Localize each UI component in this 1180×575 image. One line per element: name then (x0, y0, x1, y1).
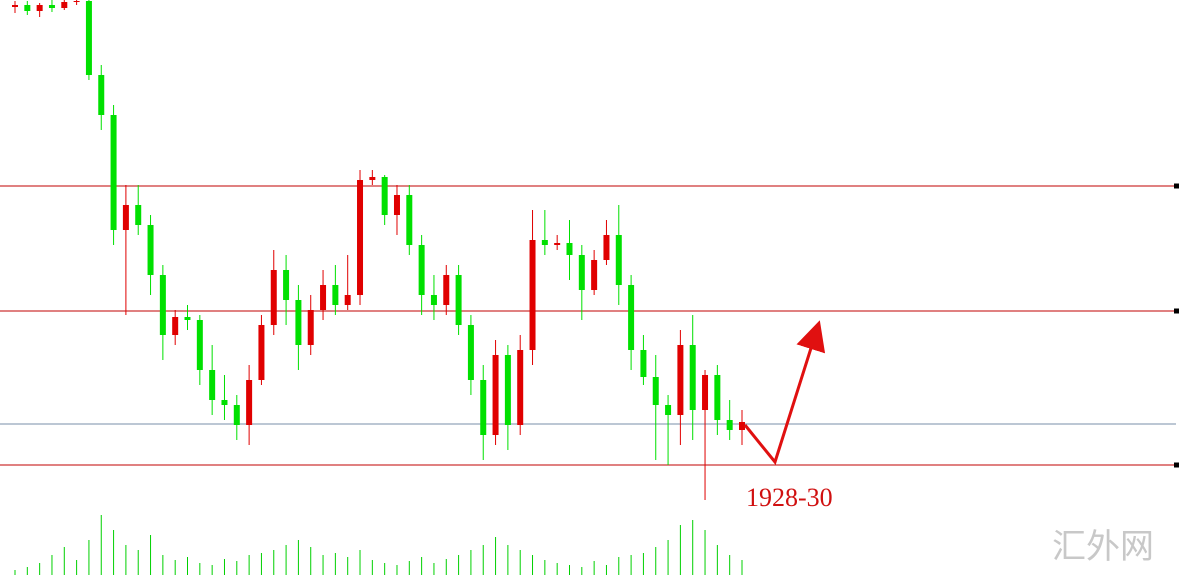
candle-body (443, 275, 450, 305)
candle-body (184, 317, 191, 320)
candle-body (566, 243, 573, 255)
candle-body (726, 420, 733, 430)
candle-body (480, 380, 487, 435)
candle-body (61, 2, 68, 8)
candle-body (320, 285, 327, 310)
candle-body (344, 295, 351, 305)
candle-body (467, 325, 474, 380)
candle-body (541, 240, 548, 245)
candle-body (73, 0, 80, 2)
candle-body (430, 295, 437, 305)
levels (0, 183, 1179, 468)
candle-body (209, 370, 216, 400)
candle-body (591, 260, 598, 290)
candle-body (357, 180, 364, 295)
candle-body (283, 270, 290, 300)
candle-body (652, 377, 659, 405)
candle-body (689, 345, 696, 410)
forecast-arrow (743, 320, 826, 466)
candle-body (702, 375, 709, 410)
candle-body (739, 422, 745, 430)
annotation: 1928-30 (746, 483, 833, 512)
candle-body (603, 235, 610, 260)
candle-body (406, 195, 413, 245)
candle-body (172, 317, 179, 335)
candle-body (246, 380, 253, 425)
candle-body (196, 320, 203, 370)
candle-body (369, 177, 376, 180)
level-end (1174, 183, 1179, 189)
candle-body (98, 75, 105, 115)
candle-body (307, 310, 314, 345)
candle-body (12, 5, 18, 7)
watermark: 汇外网 (1052, 527, 1154, 567)
candle-body (110, 115, 117, 230)
candles (12, 0, 745, 500)
level-end (1174, 462, 1179, 468)
candle-body (258, 325, 265, 380)
candle-body (147, 225, 154, 275)
candle-body (640, 350, 647, 377)
candle-body (504, 355, 511, 425)
candle-body (615, 235, 622, 285)
candle-body (578, 255, 585, 290)
candle-body (233, 405, 240, 425)
candle-body (48, 5, 55, 8)
candle-body (665, 405, 672, 415)
candle-body (221, 400, 228, 405)
level-end (1174, 308, 1179, 314)
candle-body (393, 195, 400, 215)
candle-body (24, 5, 31, 11)
candle-body (714, 375, 721, 420)
candle-body (455, 275, 462, 325)
candle-body (529, 240, 536, 350)
candle-body (36, 5, 43, 11)
candle-body (628, 285, 635, 350)
volume-bars (14, 515, 743, 575)
candle-body (381, 177, 388, 215)
candle-body (332, 285, 339, 305)
candle-body (517, 350, 524, 425)
candle-body (122, 205, 129, 230)
candle-body (295, 300, 302, 345)
candle-body (270, 270, 277, 325)
candle-body (159, 275, 166, 335)
candle-body (554, 243, 561, 245)
candle-body (418, 245, 425, 295)
candle-body (85, 0, 92, 75)
candle-body (677, 345, 684, 415)
candle-body (135, 205, 142, 225)
candle-body (492, 355, 499, 435)
